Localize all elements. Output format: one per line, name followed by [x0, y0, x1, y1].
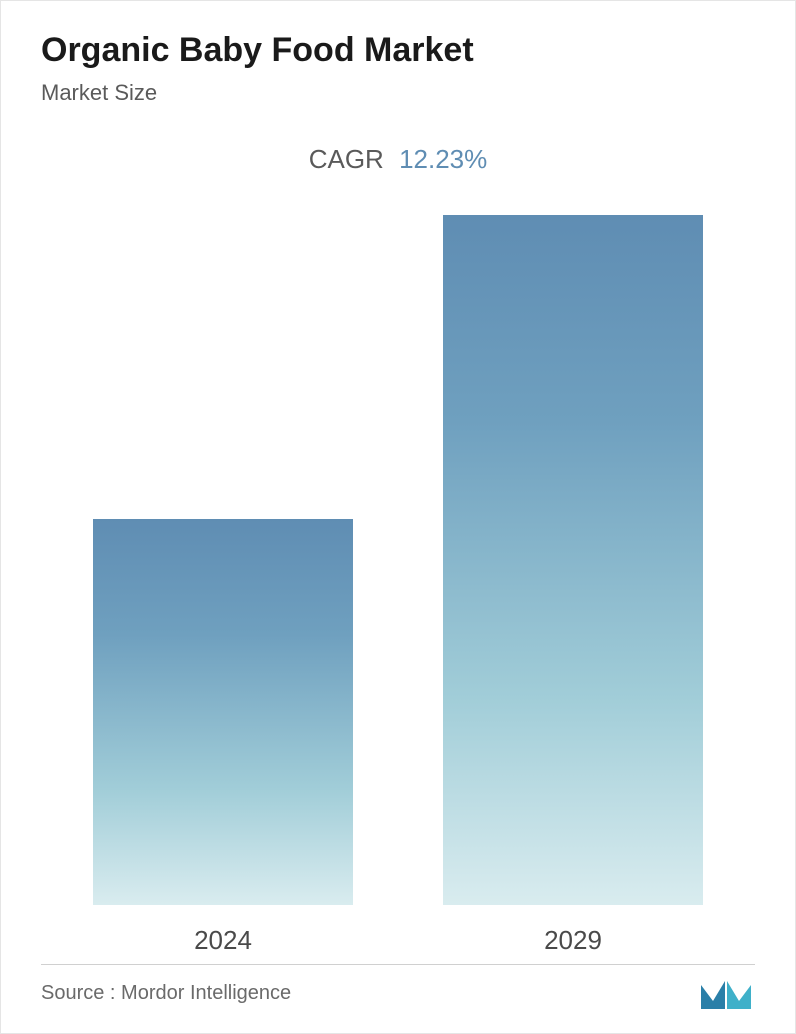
mordor-logo-icon	[699, 975, 755, 1011]
source-text: Source : Mordor Intelligence	[41, 982, 291, 1005]
bar-chart	[68, 215, 728, 905]
x-axis-labels: 2024 2029	[68, 925, 728, 965]
x-label-2024: 2024	[93, 925, 353, 956]
cagr-row: CAGR 12.23%	[1, 144, 795, 175]
page-title: Organic Baby Food Market	[41, 31, 755, 70]
bar-2029	[443, 215, 703, 905]
footer-divider	[41, 964, 755, 965]
x-label-2029: 2029	[443, 925, 703, 956]
cagr-value: 12.23%	[399, 144, 487, 174]
footer: Source : Mordor Intelligence	[1, 975, 795, 1011]
page-subtitle: Market Size	[41, 80, 755, 106]
source-name: Mordor Intelligence	[121, 982, 291, 1004]
source-label: Source :	[41, 982, 115, 1004]
bar-2024	[93, 519, 353, 905]
header: Organic Baby Food Market Market Size	[1, 1, 795, 116]
cagr-label: CAGR	[309, 144, 384, 174]
